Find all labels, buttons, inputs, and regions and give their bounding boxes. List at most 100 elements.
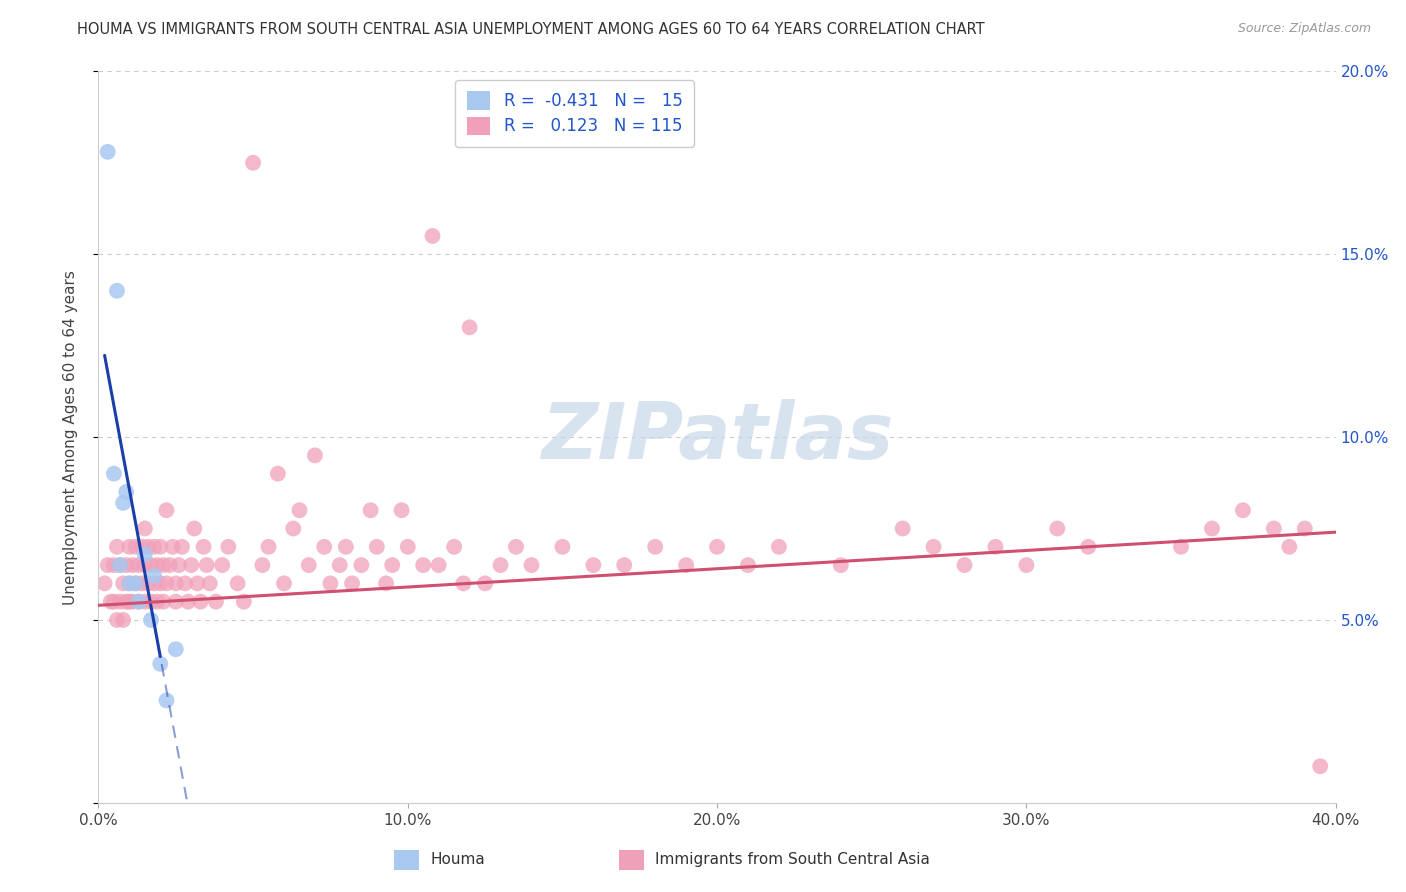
- Text: Source: ZipAtlas.com: Source: ZipAtlas.com: [1237, 22, 1371, 36]
- Point: [136, 576, 159, 591]
- Point: [108, 558, 131, 573]
- Point: [232, 594, 254, 608]
- Point: [131, 576, 153, 591]
- Point: [183, 521, 205, 535]
- Point: [1015, 558, 1038, 573]
- Point: [195, 558, 218, 573]
- Point: [121, 594, 143, 608]
- Point: [329, 558, 352, 573]
- Point: [335, 540, 357, 554]
- Point: [167, 558, 190, 573]
- Point: [458, 320, 481, 334]
- Point: [134, 558, 156, 573]
- Point: [267, 467, 290, 481]
- Point: [489, 558, 512, 573]
- Point: [112, 576, 135, 591]
- Point: [100, 594, 122, 608]
- Point: [443, 540, 465, 554]
- Text: ZIPatlas: ZIPatlas: [541, 399, 893, 475]
- Text: Immigrants from South Central Asia: Immigrants from South Central Asia: [655, 853, 931, 867]
- Point: [768, 540, 790, 554]
- Point: [1170, 540, 1192, 554]
- Point: [304, 448, 326, 462]
- Point: [128, 594, 150, 608]
- Point: [830, 558, 852, 573]
- Point: [505, 540, 527, 554]
- Text: Houma: Houma: [430, 853, 485, 867]
- Point: [242, 156, 264, 170]
- Point: [143, 569, 166, 583]
- Legend: R =  -0.431   N =   15, R =   0.123   N = 115: R = -0.431 N = 15, R = 0.123 N = 115: [456, 79, 695, 147]
- Point: [252, 558, 274, 573]
- Point: [139, 594, 162, 608]
- Point: [288, 503, 311, 517]
- Point: [217, 540, 239, 554]
- Point: [165, 594, 187, 608]
- Point: [112, 496, 135, 510]
- Point: [340, 576, 363, 591]
- Point: [257, 540, 280, 554]
- Point: [1201, 521, 1223, 535]
- Point: [953, 558, 976, 573]
- Point: [134, 547, 156, 561]
- Point: [675, 558, 697, 573]
- Point: [105, 613, 128, 627]
- Point: [146, 558, 169, 573]
- Point: [1278, 540, 1301, 554]
- Point: [360, 503, 382, 517]
- Text: HOUMA VS IMMIGRANTS FROM SOUTH CENTRAL ASIA UNEMPLOYMENT AMONG AGES 60 TO 64 YEA: HOUMA VS IMMIGRANTS FROM SOUTH CENTRAL A…: [77, 22, 986, 37]
- Point: [582, 558, 605, 573]
- Point: [366, 540, 388, 554]
- Point: [155, 576, 177, 591]
- Point: [152, 594, 174, 608]
- Point: [427, 558, 450, 573]
- Point: [149, 540, 172, 554]
- Point: [193, 540, 215, 554]
- Point: [1077, 540, 1099, 554]
- Point: [124, 540, 146, 554]
- Point: [143, 576, 166, 591]
- Point: [118, 540, 141, 554]
- Y-axis label: Unemployment Among Ages 60 to 64 years: Unemployment Among Ages 60 to 64 years: [63, 269, 77, 605]
- Point: [520, 558, 543, 573]
- Point: [105, 540, 128, 554]
- Point: [146, 594, 169, 608]
- Point: [128, 558, 150, 573]
- Point: [1309, 759, 1331, 773]
- Point: [108, 558, 131, 573]
- Point: [1046, 521, 1069, 535]
- Point: [136, 540, 159, 554]
- Point: [375, 576, 398, 591]
- Point: [143, 540, 166, 554]
- Point: [152, 558, 174, 573]
- Point: [124, 576, 146, 591]
- Point: [162, 540, 184, 554]
- Point: [1232, 503, 1254, 517]
- Point: [93, 576, 115, 591]
- Point: [314, 540, 336, 554]
- Point: [298, 558, 321, 573]
- Point: [155, 693, 177, 707]
- Point: [134, 594, 156, 608]
- Point: [211, 558, 233, 573]
- Point: [170, 540, 193, 554]
- Point: [134, 521, 156, 535]
- Point: [128, 594, 150, 608]
- Point: [737, 558, 759, 573]
- Point: [226, 576, 249, 591]
- Point: [149, 657, 172, 671]
- Point: [198, 576, 221, 591]
- Point: [412, 558, 434, 573]
- Point: [644, 540, 666, 554]
- Point: [124, 576, 146, 591]
- Point: [165, 642, 187, 657]
- Point: [97, 145, 120, 159]
- Point: [97, 558, 120, 573]
- Point: [155, 503, 177, 517]
- Point: [613, 558, 636, 573]
- Point: [190, 594, 212, 608]
- Point: [474, 576, 496, 591]
- Point: [396, 540, 419, 554]
- Point: [165, 576, 187, 591]
- Point: [115, 594, 138, 608]
